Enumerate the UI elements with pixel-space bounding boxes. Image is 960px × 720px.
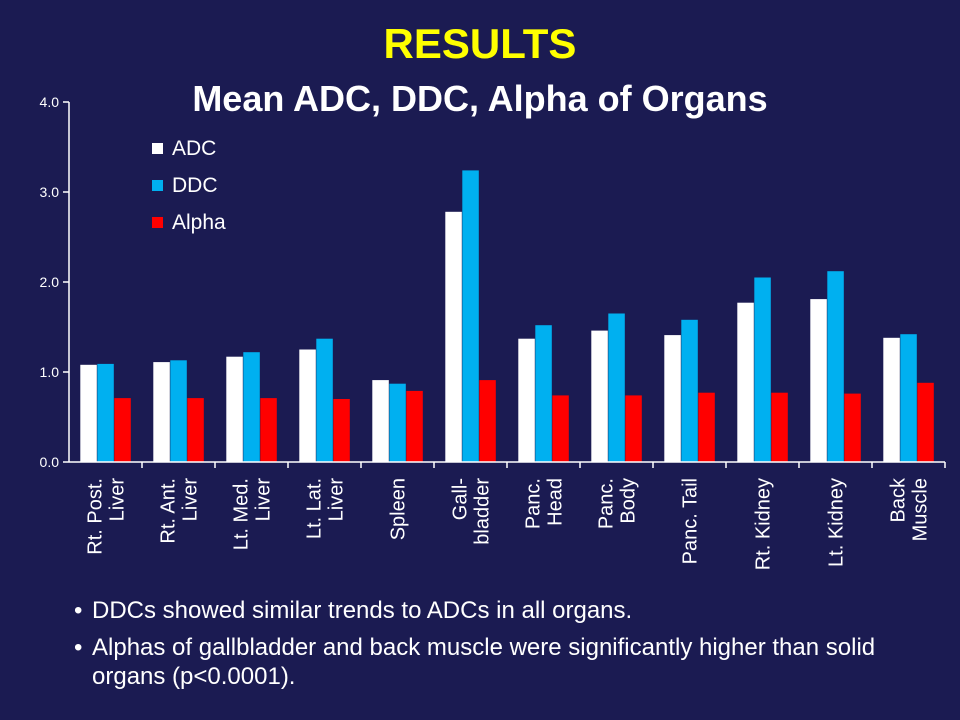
- bar-alpha: [844, 393, 861, 462]
- x-category-label: Panc. Tail: [680, 478, 702, 564]
- bar-alpha: [479, 380, 496, 462]
- x-category-label: Muscle: [910, 478, 932, 541]
- bar-alpha: [698, 392, 715, 462]
- legend-label: DDC: [172, 174, 218, 197]
- bar-ddc: [900, 334, 917, 462]
- bullet-item: Alphas of gallbladder and back muscle we…: [72, 633, 932, 691]
- bar-adc: [591, 330, 608, 462]
- bar-adc: [372, 380, 389, 462]
- bullet-item: DDCs showed similar trends to ADCs in al…: [72, 596, 932, 625]
- legend-swatch-adc: [152, 143, 163, 154]
- bar-alpha: [260, 398, 277, 462]
- x-category-label: Gall-: [450, 478, 472, 520]
- bar-ddc: [389, 383, 406, 462]
- x-category-label: Head: [545, 478, 567, 526]
- x-category-label: Liver: [253, 478, 275, 522]
- bar-ddc: [97, 363, 114, 462]
- x-category-label: Spleen: [388, 478, 410, 540]
- bar-alpha: [771, 392, 788, 462]
- y-tick-label: 3.0: [40, 184, 60, 200]
- bar-adc: [883, 337, 900, 462]
- bar-alpha: [114, 398, 131, 462]
- bar-adc: [445, 211, 462, 462]
- slide-title: RESULTS: [383, 20, 577, 67]
- bar-adc: [664, 335, 681, 462]
- bar-ddc: [827, 271, 844, 462]
- x-category-label: Liver: [180, 478, 202, 522]
- bar-alpha: [333, 399, 350, 462]
- chart-title: Mean ADC, DDC, Alpha of Organs: [192, 78, 768, 119]
- bar-ddc: [170, 360, 187, 462]
- x-category-label: Lt. Lat.: [304, 478, 326, 539]
- y-tick-label: 1.0: [40, 364, 60, 380]
- legend-swatch-alpha: [152, 217, 163, 228]
- bar-ddc: [608, 313, 625, 462]
- bar-ddc: [681, 319, 698, 462]
- bar-adc: [518, 338, 535, 462]
- x-category-label: Rt. Ant.: [158, 478, 180, 544]
- x-category-label: Rt. Post.: [85, 478, 107, 555]
- x-category-label: Back: [888, 477, 910, 522]
- bar-ddc: [535, 325, 552, 462]
- y-tick-label: 4.0: [40, 94, 60, 110]
- x-category-label: Panc.: [596, 478, 618, 529]
- x-category-label: Liver: [107, 478, 129, 522]
- x-category-label: Panc.: [523, 478, 545, 529]
- bar-alpha: [917, 382, 934, 462]
- bar-adc: [299, 349, 316, 462]
- legend-label: Alpha: [172, 211, 226, 234]
- bar-adc: [810, 299, 827, 462]
- legend-swatch-ddc: [152, 180, 163, 191]
- bar-chart: 0.01.02.03.04.0Rt. Post. Liver Rt. Ant. Liv…: [40, 94, 946, 570]
- bar-adc: [226, 356, 243, 462]
- x-category-label: Lt. Med.: [231, 478, 253, 550]
- bar-adc: [737, 302, 754, 462]
- x-category-label: Lt. Kidney: [826, 478, 848, 567]
- bullet-list: DDCs showed similar trends to ADCs in al…: [72, 596, 932, 699]
- x-category-label: Rt. Kidney: [753, 478, 775, 570]
- bar-alpha: [187, 398, 204, 462]
- bar-ddc: [243, 352, 260, 462]
- y-tick-label: 0.0: [40, 454, 60, 470]
- bar-alpha: [625, 395, 642, 462]
- bar-alpha: [406, 390, 423, 462]
- x-category-label: bladder: [472, 478, 494, 545]
- bar-adc: [153, 362, 170, 462]
- bar-ddc: [754, 277, 771, 462]
- bar-ddc: [462, 170, 479, 462]
- bar-alpha: [552, 395, 569, 462]
- legend-label: ADC: [172, 137, 216, 160]
- x-category-label: Liver: [326, 478, 348, 522]
- bar-adc: [80, 364, 97, 462]
- x-category-label: Body: [618, 478, 640, 524]
- bar-ddc: [316, 338, 333, 462]
- y-tick-label: 2.0: [40, 274, 60, 290]
